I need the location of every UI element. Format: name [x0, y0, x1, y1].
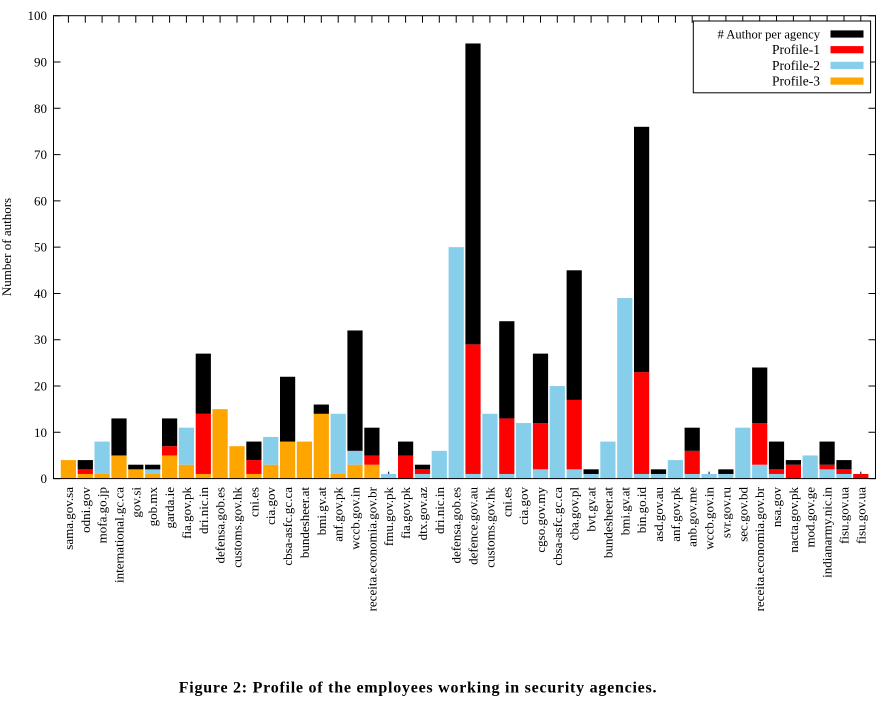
- svg-text:60: 60: [34, 193, 47, 208]
- svg-text:sec.gov.bd: sec.gov.bd: [735, 487, 750, 542]
- svg-text:Profile-2: Profile-2: [772, 58, 820, 73]
- svg-text:dtx.gov.az: dtx.gov.az: [415, 487, 430, 541]
- svg-text:indianarmy.nic.in: indianarmy.nic.in: [820, 487, 835, 578]
- svg-text:cbsa-asfc.gc.ca: cbsa-asfc.gc.ca: [280, 487, 295, 566]
- svg-text:fia.gov.pk: fia.gov.pk: [398, 487, 413, 539]
- svg-text:anf.gov.pk: anf.gov.pk: [331, 487, 346, 542]
- svg-text:asd.gov.au: asd.gov.au: [651, 487, 666, 542]
- svg-text:cbsa-asfc.gc.ca: cbsa-asfc.gc.ca: [550, 487, 565, 566]
- svg-text:0: 0: [41, 471, 48, 486]
- svg-text:100: 100: [28, 8, 48, 23]
- svg-text:Figure 2: Profile of the emplo: Figure 2: Profile of the employees worki…: [179, 680, 657, 697]
- svg-text:gob.mx: gob.mx: [145, 487, 160, 527]
- svg-text:dri.nic.in: dri.nic.in: [432, 487, 447, 534]
- svg-text:odni.gov: odni.gov: [78, 487, 93, 533]
- svg-text:dri.nic.in: dri.nic.in: [196, 487, 211, 534]
- svg-text:receita.economia.gov.br: receita.economia.gov.br: [364, 486, 379, 611]
- svg-text:# Author per agency: # Author per agency: [718, 28, 821, 42]
- svg-text:Number of authors: Number of authors: [0, 198, 14, 296]
- svg-text:mofa.go.jp: mofa.go.jp: [95, 487, 110, 543]
- svg-text:nacta.gov.pk: nacta.gov.pk: [786, 487, 801, 553]
- svg-text:cni.es: cni.es: [499, 487, 514, 517]
- svg-text:gov.si: gov.si: [128, 487, 143, 518]
- svg-text:50: 50: [34, 240, 47, 255]
- svg-text:svr.gov.ru: svr.gov.ru: [718, 487, 733, 539]
- svg-text:cia.gov: cia.gov: [263, 487, 278, 525]
- svg-text:wccb.gov.in: wccb.gov.in: [702, 487, 717, 550]
- svg-text:cba.gov.pl: cba.gov.pl: [567, 487, 582, 541]
- svg-text:fia.gov.pk: fia.gov.pk: [179, 487, 194, 539]
- svg-text:20: 20: [34, 379, 47, 394]
- svg-text:90: 90: [34, 54, 47, 69]
- svg-text:bin.go.id: bin.go.id: [634, 487, 649, 534]
- svg-text:customs.gov.hk: customs.gov.hk: [230, 487, 245, 568]
- svg-text:fisu.gov.ua: fisu.gov.ua: [837, 487, 852, 544]
- svg-text:garda.ie: garda.ie: [162, 487, 177, 529]
- svg-text:wccb.gov.in: wccb.gov.in: [348, 487, 363, 550]
- svg-text:10: 10: [34, 425, 47, 440]
- svg-text:cia.gov: cia.gov: [516, 487, 531, 525]
- svg-text:80: 80: [34, 101, 47, 116]
- svg-text:anf.gov.pk: anf.gov.pk: [668, 487, 683, 542]
- svg-text:anb.gov.me: anb.gov.me: [685, 487, 700, 547]
- svg-text:bmi.gv.at: bmi.gv.at: [314, 487, 329, 536]
- svg-text:sama.gov.sa: sama.gov.sa: [61, 487, 76, 550]
- svg-text:40: 40: [34, 286, 47, 301]
- svg-text:bundesheer.at: bundesheer.at: [600, 487, 615, 559]
- svg-text:70: 70: [34, 147, 47, 162]
- svg-text:defensa.gob.es: defensa.gob.es: [213, 487, 228, 564]
- svg-text:fisu.gov.ua: fisu.gov.ua: [853, 487, 868, 544]
- svg-text:Profile-1: Profile-1: [772, 42, 820, 57]
- svg-text:Profile-3: Profile-3: [772, 74, 820, 89]
- svg-text:30: 30: [34, 332, 47, 347]
- svg-text:nsa.gov: nsa.gov: [769, 487, 784, 528]
- svg-text:bvt.gv.at: bvt.gv.at: [584, 487, 599, 532]
- svg-text:mod.gov.ge: mod.gov.ge: [803, 487, 818, 548]
- svg-text:defence.gov.au: defence.gov.au: [466, 487, 481, 565]
- svg-text:receita.economia.gov.br: receita.economia.gov.br: [752, 486, 767, 611]
- svg-text:bundesheer.at: bundesheer.at: [297, 487, 312, 559]
- svg-text:international.gc.ca: international.gc.ca: [112, 487, 127, 583]
- svg-text:customs.gov.hk: customs.gov.hk: [482, 487, 497, 568]
- svg-text:defensa.gob.es: defensa.gob.es: [449, 487, 464, 564]
- svg-text:cni.es: cni.es: [246, 487, 261, 517]
- svg-text:bmi.gv.at: bmi.gv.at: [617, 487, 632, 536]
- svg-text:cgso.gov.my: cgso.gov.my: [533, 487, 548, 553]
- svg-text:fmu.gov.pk: fmu.gov.pk: [381, 487, 396, 547]
